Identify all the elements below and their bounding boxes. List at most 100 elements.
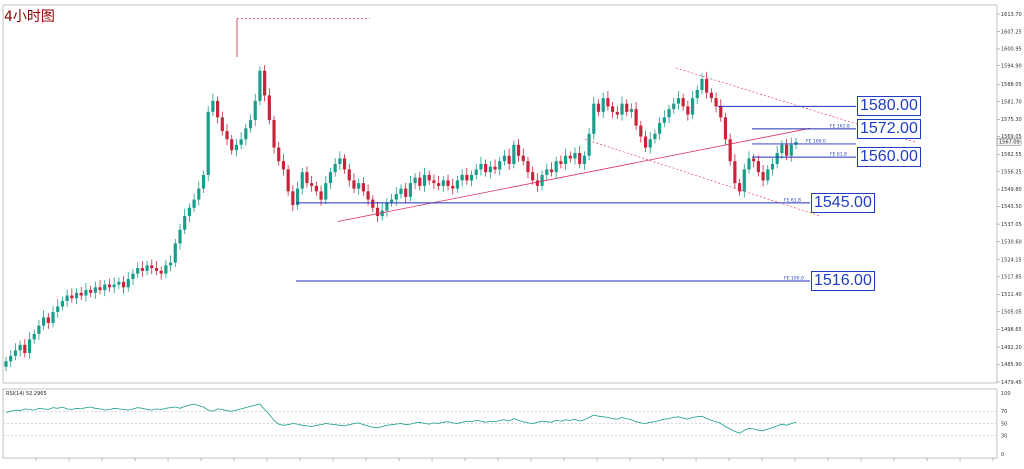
candle-body (662, 117, 666, 123)
candle-body (98, 287, 102, 291)
candle-body (197, 188, 201, 200)
level-box-1580-00: 1580.00 (857, 96, 921, 117)
candle-body (512, 144, 516, 164)
candle-body (347, 169, 351, 181)
candle-body (183, 216, 187, 230)
candle-body (540, 174, 544, 186)
candle-body (201, 174, 206, 189)
candle-body (545, 169, 549, 175)
y-tick-label: 1594.90 (1001, 63, 1022, 69)
candle-body (121, 281, 126, 288)
candle-body (549, 169, 554, 173)
candle-body (93, 287, 97, 293)
current-price-tag (996, 138, 1022, 146)
candle-body (192, 199, 196, 208)
y-tick-label: 1524.15 (1001, 257, 1022, 263)
candle-body (168, 262, 173, 266)
candle-body (46, 317, 50, 323)
candle-body (385, 202, 389, 211)
candle-body (568, 155, 572, 159)
candle-body (719, 106, 723, 118)
current-price-label: 1567.09 (999, 140, 1020, 146)
candle-body (573, 152, 577, 159)
candle-body (352, 180, 356, 189)
candle-body (648, 139, 652, 148)
candle-body (211, 100, 215, 112)
candle-body (131, 273, 135, 280)
candle-body (531, 172, 535, 181)
candle-body (789, 144, 793, 156)
candle-body (437, 183, 441, 186)
candle-body (230, 139, 234, 151)
candle-body (319, 191, 323, 200)
candle-body (554, 161, 558, 173)
candle-body (248, 120, 253, 129)
fe-label: FE 161.8 (830, 123, 850, 129)
y-tick-label: 1530.60 (1001, 240, 1022, 246)
candle-body (686, 106, 690, 115)
candle-body (338, 158, 342, 164)
candle-body (784, 144, 789, 156)
y-tick-label: 1613.70 (1001, 12, 1022, 18)
candle-body (310, 183, 314, 186)
candle-body (502, 155, 507, 162)
candle-body (498, 161, 502, 170)
candle-body (136, 268, 140, 274)
candle-body (32, 333, 36, 340)
candle-body (70, 295, 74, 299)
rising-trendline (337, 127, 811, 222)
candle-body (253, 100, 257, 121)
y-tick-label: 1485.90 (1001, 362, 1022, 368)
candle-body (465, 174, 469, 181)
candle-body (56, 306, 60, 312)
candle-body (639, 125, 643, 137)
candle-body (488, 166, 492, 173)
candle-body (4, 361, 8, 367)
rsi-tick-label: 50 (1001, 421, 1007, 427)
fe-label: FE 61.8 (830, 152, 847, 158)
candle-body (596, 103, 601, 112)
candle-body (300, 172, 304, 189)
y-tick-label: 1505.05 (1001, 310, 1022, 316)
level-box-1560-00: 1560.00 (857, 147, 921, 168)
level-box-1545-00: 1545.00 (811, 192, 875, 213)
candle-body (258, 70, 262, 101)
candle-body (117, 281, 121, 285)
candle-body (451, 185, 455, 189)
candle-body (239, 139, 243, 145)
candle-body (291, 191, 295, 206)
candle-body (342, 158, 347, 170)
candle-body (681, 98, 685, 107)
candle-body (460, 174, 464, 181)
candle-body (709, 92, 713, 99)
candle-body (582, 155, 586, 164)
candle-body (366, 191, 370, 200)
candle-body (286, 169, 290, 192)
candle-body (187, 207, 191, 217)
candle-body (74, 292, 79, 299)
candle-body (216, 100, 220, 118)
candle-body (615, 111, 619, 115)
y-tick-label: 1492.20 (1001, 345, 1022, 351)
candle-body (469, 174, 474, 181)
y-tick-label: 1581.70 (1001, 100, 1022, 106)
candle-body (521, 155, 525, 162)
candle-body (333, 163, 337, 173)
candle-body (164, 265, 168, 274)
candle-body (690, 98, 695, 115)
candle-body (295, 188, 300, 206)
candle-body (65, 295, 69, 301)
candle-body (79, 292, 83, 296)
y-tick-label: 1575.30 (1001, 117, 1022, 123)
candle-body (592, 103, 596, 134)
y-tick-label: 1543.50 (1001, 204, 1022, 210)
descending-channel-lower (584, 138, 821, 217)
candle-body (479, 163, 483, 170)
candle-body (728, 139, 732, 162)
candle-body (634, 109, 638, 126)
y-tick-label: 1600.95 (1001, 47, 1022, 53)
candle-body (361, 183, 365, 192)
candle-body (60, 300, 65, 307)
candle-body (587, 133, 591, 156)
